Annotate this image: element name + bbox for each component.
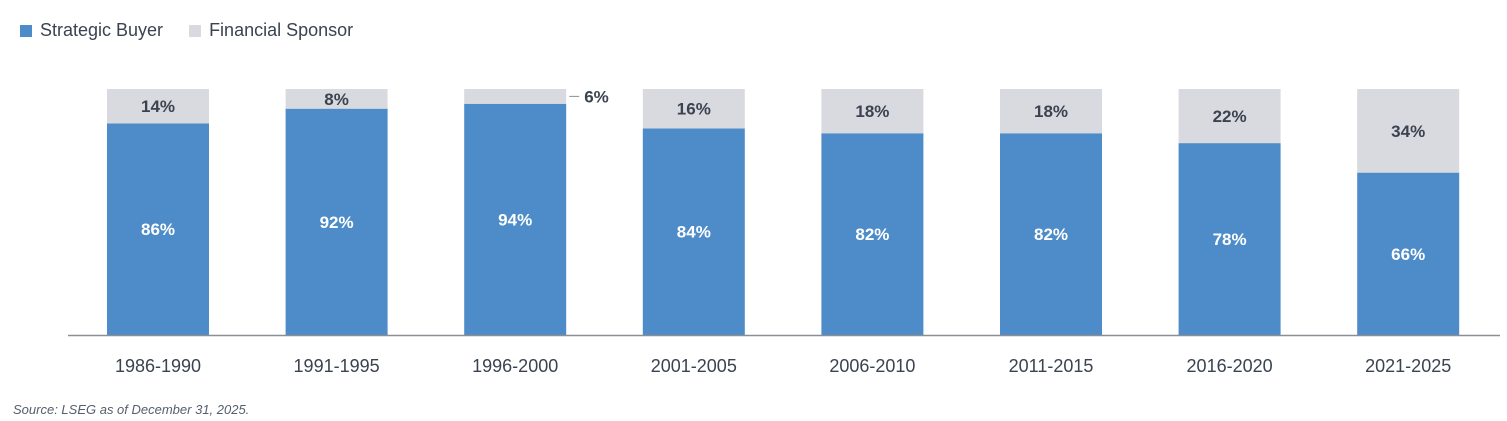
bar-financial-sponsor xyxy=(642,89,745,129)
x-tick-label: 2016-2020 xyxy=(1187,356,1273,376)
bar-strategic-buyer xyxy=(821,133,924,335)
data-label-strategic-buyer: 92% xyxy=(320,213,354,232)
bar-financial-sponsor xyxy=(1357,89,1460,173)
x-tick-label: 2021-2025 xyxy=(1365,356,1451,376)
bar-financial-sponsor xyxy=(821,89,924,134)
data-label-strategic-buyer: 78% xyxy=(1213,230,1247,249)
bar-strategic-buyer xyxy=(1000,133,1102,335)
data-label-financial-sponsor: 34% xyxy=(1391,122,1425,141)
data-label-financial-sponsor: 6% xyxy=(584,87,609,106)
legend-item-financial-sponsor: Financial Sponsor xyxy=(189,20,353,41)
data-label-financial-sponsor: 18% xyxy=(1034,102,1068,121)
bar-strategic-buyer xyxy=(107,123,209,335)
data-label-strategic-buyer: 82% xyxy=(855,225,889,244)
legend-label-financial-sponsor: Financial Sponsor xyxy=(209,20,354,40)
x-tick-label: 2011-2015 xyxy=(1009,356,1094,376)
legend-item-strategic-buyer: Strategic Buyer xyxy=(20,20,163,41)
data-label-financial-sponsor: 14% xyxy=(141,97,175,116)
bar-strategic-buyer xyxy=(1178,143,1281,335)
legend-swatch-financial-sponsor xyxy=(189,24,202,37)
x-tick-label: 2001-2005 xyxy=(651,356,737,376)
data-label-strategic-buyer: 84% xyxy=(677,223,711,242)
data-label-strategic-buyer: 82% xyxy=(1034,225,1068,244)
legend-swatch-strategic-buyer xyxy=(20,24,32,37)
bar-financial-sponsor xyxy=(285,89,388,109)
x-tick-label: 2006-2010 xyxy=(829,356,915,376)
bar-financial-sponsor xyxy=(464,89,567,104)
data-label-financial-sponsor: 18% xyxy=(855,102,889,121)
stacked-bar-chart: 86% 14% 1986-1990 92% 8% 1991-1995 94% 6% 1996-2… xyxy=(68,87,1500,376)
data-label-financial-sponsor: 16% xyxy=(677,100,711,119)
data-label-financial-sponsor: 22% xyxy=(1213,107,1247,126)
data-label-strategic-buyer: 94% xyxy=(498,210,532,229)
data-label-strategic-buyer: 66% xyxy=(1391,245,1425,264)
data-label-financial-sponsor: 8% xyxy=(324,90,349,109)
x-tick-label: 1986-1990 xyxy=(115,356,201,376)
data-label-strategic-buyer: 86% xyxy=(141,220,175,239)
bar-strategic-buyer xyxy=(464,103,567,335)
bar-financial-sponsor xyxy=(1178,89,1281,144)
bar-strategic-buyer xyxy=(642,128,745,335)
bar-strategic-buyer xyxy=(1357,172,1460,335)
bar-financial-sponsor xyxy=(107,89,209,124)
x-tick-label: 1991-1995 xyxy=(294,356,380,376)
legend-label-strategic-buyer: Strategic Buyer xyxy=(40,20,164,40)
legend: Strategic Buyer Financial Sponsor xyxy=(20,20,353,41)
x-tick-label: 1996-2000 xyxy=(472,356,558,376)
bar-financial-sponsor xyxy=(1000,89,1102,134)
bar-strategic-buyer xyxy=(285,108,388,336)
source-note: Source: LSEG as of December 31, 2025. xyxy=(13,402,250,417)
